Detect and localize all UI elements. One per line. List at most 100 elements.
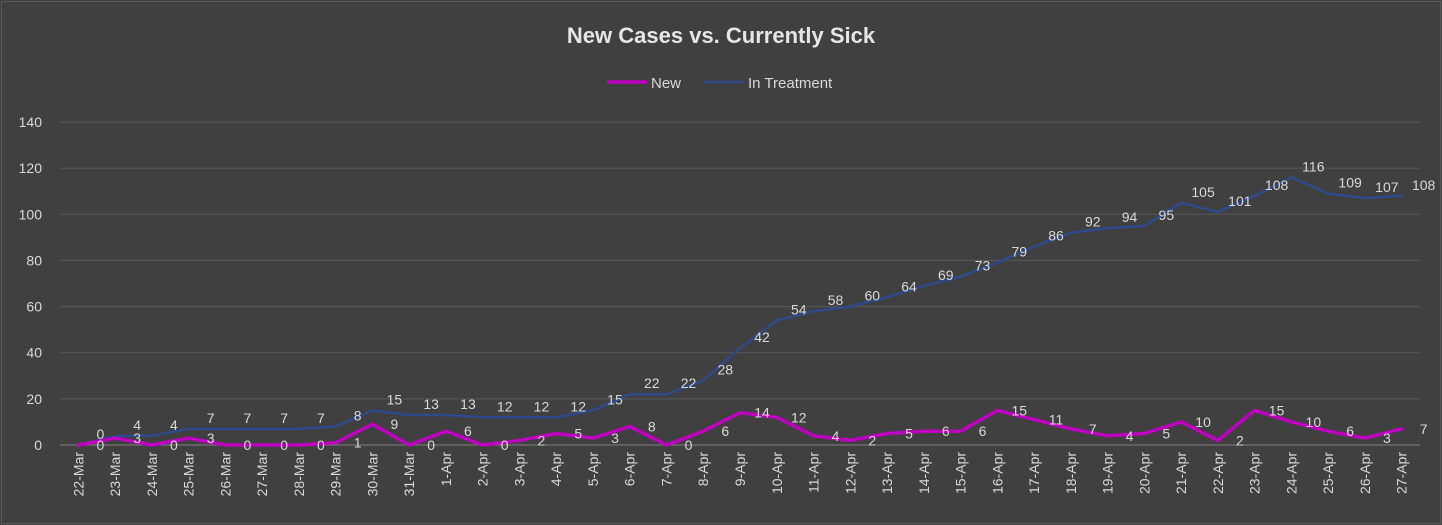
data-label-new: 11 xyxy=(1049,412,1064,428)
x-tick-label: 6-Apr xyxy=(622,452,638,487)
y-tick-label: 40 xyxy=(26,345,42,361)
data-label-new: 5 xyxy=(905,425,913,441)
data-label-in-treatment: 4 xyxy=(170,417,178,433)
data-label-new: 15 xyxy=(1269,402,1285,418)
data-label-new: 6 xyxy=(721,423,729,439)
x-tick-label: 28-Mar xyxy=(291,452,307,497)
x-tick-label: 24-Mar xyxy=(144,452,160,497)
y-tick-label: 80 xyxy=(26,252,42,268)
y-tick-label: 140 xyxy=(19,114,43,130)
y-axis: 0 20 40 60 80 100 120 140 xyxy=(19,114,43,453)
x-tick-label: 23-Mar xyxy=(107,452,123,497)
data-label-in-treatment: 7 xyxy=(280,410,288,426)
legend-label-in-treatment: In Treatment xyxy=(748,75,833,92)
data-label-in-treatment: 54 xyxy=(791,301,807,317)
data-label-in-treatment: 13 xyxy=(460,396,476,412)
data-label-in-treatment: 58 xyxy=(828,292,844,308)
data-label-new: 0 xyxy=(280,437,288,453)
data-label-new: 7 xyxy=(1089,421,1097,437)
x-tick-label: 12-Apr xyxy=(842,452,858,494)
data-label-new: 3 xyxy=(611,430,619,446)
x-tick-label: 22-Apr xyxy=(1210,452,1226,494)
x-tick-label: 30-Mar xyxy=(364,452,380,497)
x-tick-label: 31-Mar xyxy=(401,452,417,497)
data-label-new: 14 xyxy=(754,405,770,421)
x-tick-label: 3-Apr xyxy=(511,452,527,487)
data-label-in-treatment: 116 xyxy=(1302,158,1325,174)
data-label-new: 7 xyxy=(1420,421,1428,437)
series-line-new xyxy=(76,408,1404,447)
data-label-in-treatment: 73 xyxy=(975,258,991,274)
data-label-in-treatment: 79 xyxy=(1012,244,1028,260)
x-tick-label: 14-Apr xyxy=(916,452,932,494)
data-label-new: 2 xyxy=(538,432,546,448)
data-label-new: 8 xyxy=(648,419,656,435)
data-label-in-treatment: 109 xyxy=(1338,175,1362,191)
x-tick-label: 13-Apr xyxy=(879,452,895,494)
data-label-in-treatment: 95 xyxy=(1159,207,1175,223)
x-tick-label: 9-Apr xyxy=(732,452,748,487)
x-tick-label: 8-Apr xyxy=(695,452,711,487)
data-label-new: 5 xyxy=(574,425,582,441)
x-tick-label: 4-Apr xyxy=(548,452,564,487)
data-label-in-treatment: 60 xyxy=(864,288,880,304)
data-label-in-treatment: 22 xyxy=(681,375,697,391)
data-label-in-treatment: 28 xyxy=(717,361,733,377)
x-tick-label: 27-Mar xyxy=(254,452,270,497)
x-tick-label: 24-Apr xyxy=(1283,452,1299,494)
data-label-new: 3 xyxy=(1383,430,1391,446)
y-tick-label: 100 xyxy=(19,206,43,222)
data-label-new: 3 xyxy=(207,430,215,446)
y-tick-label: 20 xyxy=(26,391,42,407)
x-tick-label: 1-Apr xyxy=(438,452,454,487)
data-label-in-treatment: 7 xyxy=(317,410,325,426)
data-label-new: 6 xyxy=(979,423,987,439)
data-label-new: 9 xyxy=(391,416,399,432)
data-label-new: 4 xyxy=(1126,428,1134,444)
data-label-new: 0 xyxy=(244,437,252,453)
data-label-in-treatment: 101 xyxy=(1228,193,1252,209)
data-label-new: 6 xyxy=(464,423,472,439)
data-label-in-treatment: 22 xyxy=(644,375,660,391)
x-tick-label: 22-Mar xyxy=(70,452,86,497)
y-tick-label: 60 xyxy=(26,299,42,315)
x-tick-label: 26-Apr xyxy=(1357,452,1373,494)
data-label-in-treatment: 12 xyxy=(534,398,550,414)
x-tick-label: 10-Apr xyxy=(769,452,785,494)
x-tick-label: 7-Apr xyxy=(658,452,674,487)
x-axis: 22-Mar 23-Mar 24-Mar 25-Mar 26-Mar 27-Mar 28-M… xyxy=(60,444,1420,497)
data-label-in-treatment: 12 xyxy=(497,398,513,414)
data-label-new: 0 xyxy=(170,437,178,453)
data-label-in-treatment: 13 xyxy=(423,396,439,412)
data-label-in-treatment: 92 xyxy=(1085,214,1101,230)
x-tick-label: 20-Apr xyxy=(1136,452,1152,494)
x-tick-label: 5-Apr xyxy=(585,452,601,487)
data-label-in-treatment: 4 xyxy=(133,417,141,433)
data-label-in-treatment: 8 xyxy=(354,408,362,424)
data-label-new: 4 xyxy=(832,428,840,444)
data-label-in-treatment: 108 xyxy=(1412,177,1436,193)
series-line-in-treatment xyxy=(77,176,1403,447)
chart-title: New Cases vs. Currently Sick xyxy=(567,23,876,48)
data-label-new: 6 xyxy=(1346,423,1354,439)
data-label-in-treatment: 15 xyxy=(607,391,623,407)
x-tick-label: 11-Apr xyxy=(806,452,822,493)
x-tick-label: 25-Mar xyxy=(181,452,197,497)
data-label-in-treatment: 107 xyxy=(1375,179,1399,195)
data-label-new: 15 xyxy=(1012,402,1028,418)
data-label-new: 2 xyxy=(868,432,876,448)
data-label-new: 3 xyxy=(133,430,141,446)
data-label-in-treatment: 69 xyxy=(938,267,954,283)
legend: New In Treatment xyxy=(607,75,833,92)
x-tick-label: 2-Apr xyxy=(475,452,491,487)
data-label-in-treatment: 108 xyxy=(1265,177,1289,193)
data-label-in-treatment: 64 xyxy=(901,278,917,294)
data-label-new: 10 xyxy=(1306,414,1322,430)
data-label-new: 0 xyxy=(685,437,693,453)
data-label-in-treatment: 86 xyxy=(1048,228,1064,244)
data-label-new: 1 xyxy=(354,435,362,451)
